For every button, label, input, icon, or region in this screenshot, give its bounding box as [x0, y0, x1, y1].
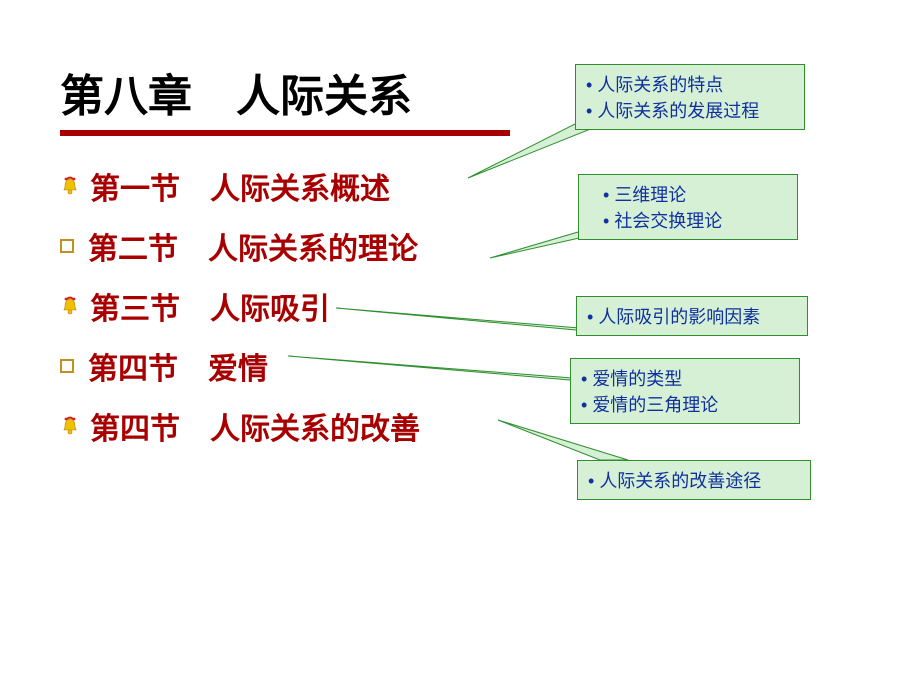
- callout-list: 三维理论社会交换理论: [589, 181, 787, 233]
- bell-icon: [60, 296, 80, 316]
- callout-item: 人际关系的特点: [586, 71, 794, 97]
- square-bullet-icon: [60, 239, 74, 253]
- callout-list: 人际关系的特点人际关系的发展过程: [586, 71, 794, 123]
- callout-item: 人际关系的改善途径: [588, 467, 800, 493]
- bell-icon: [60, 176, 80, 196]
- callout-list: 人际关系的改善途径: [588, 467, 800, 493]
- callout-item: 三维理论: [603, 181, 787, 207]
- section-label: 第二节 人际关系的理论: [88, 224, 418, 268]
- callout-item: 爱情的三角理论: [581, 391, 789, 417]
- callout-box-3: 人际吸引的影响因素: [576, 296, 808, 336]
- callout-box-2: 三维理论社会交换理论: [578, 174, 798, 240]
- section-label: 第三节 人际吸引: [90, 284, 330, 328]
- callout-item: 人际关系的发展过程: [586, 97, 794, 123]
- callout-item: 人际吸引的影响因素: [587, 303, 797, 329]
- callout-box-4: 爱情的类型爱情的三角理论: [570, 358, 800, 424]
- section-label: 第四节 爱情: [88, 344, 268, 388]
- slide-chapter-8: 第八章 人际关系 第一节 人际关系概述第二节 人际关系的理论第三节 人际吸引第四…: [0, 0, 920, 690]
- callout-box-1: 人际关系的特点人际关系的发展过程: [575, 64, 805, 130]
- callout-list: 人际吸引的影响因素: [587, 303, 797, 329]
- title-divider: [60, 130, 510, 136]
- section-label: 第一节 人际关系概述: [90, 164, 390, 208]
- callout-box-5: 人际关系的改善途径: [577, 460, 811, 500]
- callout-list: 爱情的类型爱情的三角理论: [581, 365, 789, 417]
- callout-item: 爱情的类型: [581, 365, 789, 391]
- bell-icon: [60, 416, 80, 436]
- square-bullet-icon: [60, 359, 74, 373]
- section-label: 第四节 人际关系的改善: [90, 404, 420, 448]
- callout-item: 社会交换理论: [603, 207, 787, 233]
